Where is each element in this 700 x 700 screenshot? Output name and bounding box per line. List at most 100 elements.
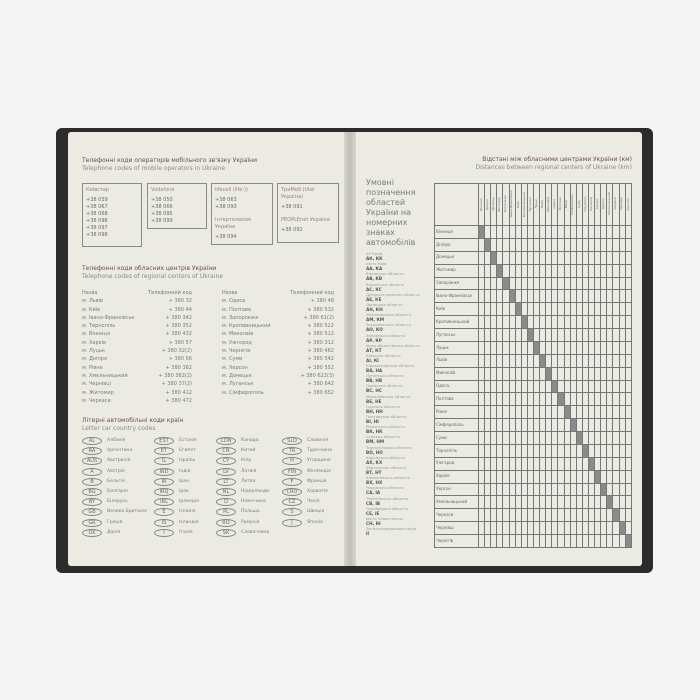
plate-codes: ВЕ, НЕ [366,398,382,404]
distance-cell [624,302,633,317]
regional-codes-right: Назва Телефонний код м. Одеса + 380 48 м. По… [222,289,334,397]
column-city: Харків [594,198,599,210]
row-city: Кропивницький [434,315,479,329]
plate-codes: АЕ, КЕ [366,296,382,302]
country-name: Єгипет [179,448,196,454]
regional-row: м. Житомир + 380 412 [82,389,192,397]
country-name: Нідерланди [241,488,269,494]
plate-codes: АН, КН [366,306,383,312]
regional-row: м. Хмельницький + 380 382(2) [82,372,192,380]
column-city: Донецьк [491,197,496,211]
city-name: м. Запоріжжя [222,314,259,321]
country-code-badge: IRQ [154,488,174,497]
operator-code: +38 094 [215,234,237,240]
operator-name: lifecell (life:)) [215,187,248,193]
distance-cell [624,328,633,342]
row-city: Суми [434,431,479,445]
operator-code: +38 098 [86,232,108,238]
column-header: Дніпро [484,183,492,226]
country-row: CDN Канада [216,436,269,446]
country-code-badge: GB [82,508,102,517]
distance-cell [484,534,492,548]
country-row: GB Велика Британія [82,507,147,517]
table-row: Запоріжжя [434,276,633,291]
city-name: м. Чернівці [82,381,112,388]
table-row: Львів [434,353,633,368]
country-name: Угорщина [307,458,331,464]
plate-item: Тернопільська область ВО, НО [366,445,432,455]
column-city: Херсон [601,198,606,210]
table-row: Суми [434,431,633,445]
operator-box: lifecell (life:)) +38 063 +38 093 Інтертеле… [211,183,273,245]
operator-code: +38 068 [86,211,108,217]
country-code-badge: BG [82,488,102,497]
column-header: Вінниця [477,183,486,226]
regional-row: м. Київ + 380 44 [82,306,192,314]
distance-cell [624,443,633,458]
country-code-badge: A [82,467,102,476]
country-row: E Іспанія [154,507,199,517]
country-name: Іспанія [179,509,196,515]
country-name: Словенія [307,438,329,443]
country-title-en: Letter car country codes [82,425,156,432]
table-row: Житомир [434,263,633,278]
operator-code: +38 099 [151,218,173,224]
country-code-badge: J [282,518,302,527]
city-name: м. Одеса [222,298,246,305]
region-name: Львівська область [366,383,403,389]
plate-codes: СА, ІА [366,490,381,496]
distance-cell [624,418,633,432]
city-name: м. Полтава [222,306,251,313]
plate-codes: ВК, НК [366,429,383,435]
country-code-badge: H [282,457,302,466]
country-name: Латвія [241,468,257,474]
plate-item: Чернігівська область СВ, ІВ [366,496,432,506]
column-city: Запоріжжя [503,195,508,213]
regional-row: м. Ужгород + 380 312 [222,339,334,347]
column-city: Київ [515,200,520,208]
distance-cell [624,521,633,535]
city-name: м. Черкаси [82,397,111,404]
country-row: IR Іран [154,477,199,487]
operator-code: +38 093 [215,204,237,210]
country-row: IRQ Ірак [154,487,199,497]
distances-title-en: Distances between regional centers of Uk… [475,164,632,171]
distance-cell [624,392,633,407]
plate-codes: ІІ [366,531,370,537]
country-name: Франція [307,478,327,484]
phone-code: + 380 48 [310,298,334,305]
plate-item: Харківська область АХ, КХ [366,455,432,465]
region-name: Житомирська область [366,312,411,318]
regional-row: м. Чернігів + 380 462 [222,347,334,355]
column-city: Суми [576,199,581,209]
table-row: Луганськ [434,328,633,342]
distances-title-ua: Відстані між обласними центрами України … [482,156,632,163]
city-name: м. Чернігів [222,348,251,355]
col-code: Телефонний код [290,290,334,296]
regional-row: м. Сімферополь + 380 652 [222,389,334,397]
regional-row: м. Дніпро + 380 56 [82,355,192,363]
country-row: GR Греція [82,518,147,528]
column-header: Донецьк [490,183,498,226]
distance-cell [496,534,504,548]
city-name: м. Сімферополь [222,389,264,396]
regional-row: м. Луганськ + 380 642 [222,380,334,388]
region-name: місто Севастополь [366,515,404,521]
city-name: м. Львів [82,298,103,305]
plate-item: АР Крим АК, КК [366,251,432,261]
regional-row: м. Івано-Франківськ + 380 342 [82,314,192,322]
plate-codes: АС, КС [366,286,382,292]
row-city: Чернівці [434,521,479,535]
diagonal-cell [624,534,633,548]
row-city: Львів [434,353,479,368]
col-code: Телефонний код [148,290,192,296]
country-column: CDN Канада CN Китай CY Кіпр LV Латвія LT Литва NL Н… [216,436,269,538]
country-code-badge: S [282,508,302,517]
table-row: Херсон [434,482,633,497]
column-city: Одеса [552,199,557,209]
region-name: Київська область [366,352,401,358]
distance-cell [624,508,633,523]
distance-cell [484,508,492,523]
city-name: м. Донецьк [222,372,252,379]
phone-code: + 380 462 [307,348,334,355]
